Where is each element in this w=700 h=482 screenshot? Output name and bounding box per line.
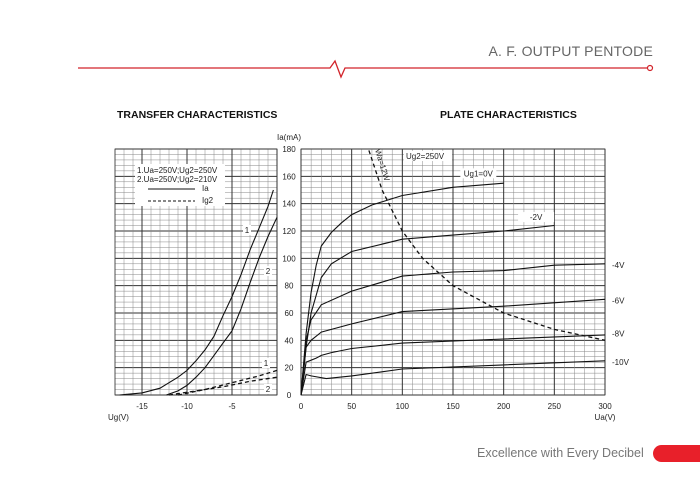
footer-tagline: Excellence with Every Decibel: [477, 446, 644, 460]
y-tick-label: 0: [287, 391, 292, 400]
y-tick-label: 40: [285, 336, 294, 345]
x-tick-label: -15: [136, 402, 148, 411]
y-tick-label: 20: [285, 364, 294, 373]
x-tick-label: 100: [396, 402, 410, 411]
curve-label: 2: [266, 385, 271, 394]
x-tick-label: -5: [228, 402, 236, 411]
series-line: [166, 217, 278, 396]
plot-frame: [300, 148, 606, 396]
x-axis-label: Ua(V): [595, 413, 616, 422]
transfer-chart: -15 -10 -5 Ug(V) 1.Ua=250V;Ug2=250V2.Ua=250V…: [108, 148, 278, 422]
series-label: -2V: [530, 213, 543, 222]
y-tick-label: 80: [285, 282, 294, 291]
legend-box: [135, 164, 225, 206]
y-tick-label: 60: [285, 309, 294, 318]
x-tick-label: 0: [299, 402, 304, 411]
curve-label-bg: [262, 358, 270, 368]
x-tick-label: 300: [598, 402, 612, 411]
x-tick-label: 150: [446, 402, 460, 411]
legend-ig2: Ig2: [202, 196, 214, 205]
series-line: [300, 334, 606, 396]
header-rule: [78, 59, 654, 79]
page-title: A. F. OUTPUT PENTODE: [488, 43, 653, 59]
plate-chart: 0 50 100 150 200 250 300 Ua(V) Ia(mA) 0 20 40 60 80 10…: [277, 133, 630, 422]
series-label: -10V: [612, 358, 630, 367]
series-label: -4V: [612, 261, 625, 270]
series-line: [368, 150, 606, 341]
plate-title: PLATE CHARACTERISTICS: [440, 109, 577, 121]
curve-label: 2: [266, 267, 271, 276]
series-line: [119, 189, 274, 396]
curve-label-bg: [243, 225, 251, 235]
series-label: -6V: [612, 297, 625, 306]
x-axis-label: Ug(V): [108, 413, 129, 422]
y-tick-label: 160: [282, 172, 296, 181]
y-tick-label: 140: [282, 200, 296, 209]
x-tick-label: -10: [181, 402, 193, 411]
series-line: [300, 182, 504, 396]
y-tick-label: 180: [282, 145, 296, 154]
series-line: [168, 376, 278, 396]
series-label-bg: [460, 168, 497, 179]
series-label: -8V: [612, 330, 625, 339]
curve-label: 1: [245, 226, 250, 235]
x-tick-label: 250: [548, 402, 562, 411]
x-tick-label: 50: [347, 402, 356, 411]
curve-label-bg: [264, 266, 272, 276]
y-tick-label: 100: [282, 254, 296, 263]
curve-label: 1: [264, 359, 269, 368]
series-label: Ug1=0V: [464, 169, 494, 178]
transfer-title: TRANSFER CHARACTERISTICS: [117, 109, 277, 121]
annotation-bg: [404, 151, 452, 161]
curve-label-bg: [264, 384, 272, 394]
series-line: [300, 360, 606, 396]
legend-condition-1: 1.Ua=250V;Ug2=250V: [137, 166, 218, 175]
series-line: [300, 298, 606, 396]
series-line: [300, 263, 606, 396]
y-axis-label: Ia(mA): [277, 133, 301, 142]
x-tick-label: 200: [497, 402, 511, 411]
legend-ia: Ia: [202, 184, 209, 193]
plot-frame: [114, 148, 278, 396]
footer-accent-bar: [653, 445, 700, 462]
legend-condition-2: 2.Ua=250V;Ug2=210V: [137, 175, 218, 184]
y-tick-label: 120: [282, 227, 296, 236]
series-label-bg: [518, 212, 555, 223]
annotation-ug2: Ug2=250V: [406, 152, 445, 161]
